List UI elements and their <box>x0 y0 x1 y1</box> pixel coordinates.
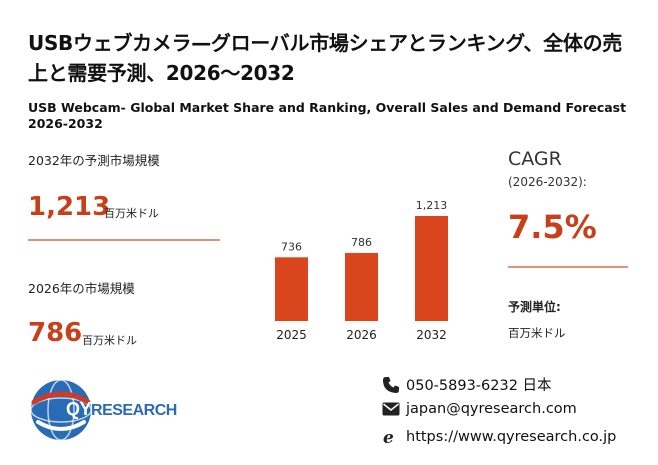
data-label-2026: 786 <box>351 236 372 249</box>
label-2032-forecast: 2032年の予測市場規模 <box>28 153 160 168</box>
unit-2026: 百万米ドル <box>82 334 137 347</box>
unit-2032: 百万米ドル <box>104 207 159 220</box>
logo-text-qy: QY <box>66 399 92 419</box>
logo-text-research: RESEARCH <box>91 402 177 419</box>
qyresearch-logo: QYRESEARCH <box>28 372 188 448</box>
data-label-2025: 736 <box>281 240 302 253</box>
divider-left <box>28 239 220 241</box>
data-label-2032: 1,213 <box>416 199 448 212</box>
category-label-2025: 2025 <box>276 328 307 342</box>
cagr-value: 7.5% <box>508 208 597 246</box>
page-title: USBウェブカメラ—グローバル市場シェアとランキング、全体の売上と需要予測、20… <box>28 31 622 85</box>
divider-right <box>508 266 628 268</box>
value-2032: 1,213 <box>28 192 111 222</box>
email-icon <box>382 402 400 416</box>
forecast-unit-value: 百万米ドル <box>508 326 566 340</box>
bar-2026 <box>345 252 378 321</box>
phone-text: 050-5893-6232 日本 <box>406 378 552 394</box>
bar-2025 <box>275 257 308 321</box>
svg-text:e: e <box>383 428 394 446</box>
cagr-label: CAGR <box>508 148 562 170</box>
category-label-2026: 2026 <box>346 328 377 342</box>
contact-email: japan@qyresearch.com <box>382 401 577 417</box>
email-link[interactable]: japan@qyresearch.com <box>406 401 577 417</box>
globe-logo-icon <box>30 379 92 441</box>
contact-phone: 050-5893-6232 日本 <box>382 374 552 395</box>
page-subtitle: USB Webcam- Global Market Share and Rank… <box>28 100 627 131</box>
category-label-2032: 2032 <box>416 328 447 342</box>
contact-website: e https://www.qyresearch.co.jp <box>382 428 616 446</box>
browser-icon: e <box>383 428 394 446</box>
cagr-range: (2026-2032): <box>508 175 587 189</box>
phone-icon <box>383 376 399 393</box>
value-2026: 786 <box>28 318 83 348</box>
forecast-unit-label: 予測単位: <box>508 300 561 314</box>
market-bar-chart: 736 2025 786 2026 1,213 2032 <box>275 199 448 342</box>
label-2026-market: 2026年の市場規模 <box>28 281 135 296</box>
website-link[interactable]: https://www.qyresearch.co.jp <box>406 429 617 445</box>
bar-2032 <box>415 216 448 321</box>
